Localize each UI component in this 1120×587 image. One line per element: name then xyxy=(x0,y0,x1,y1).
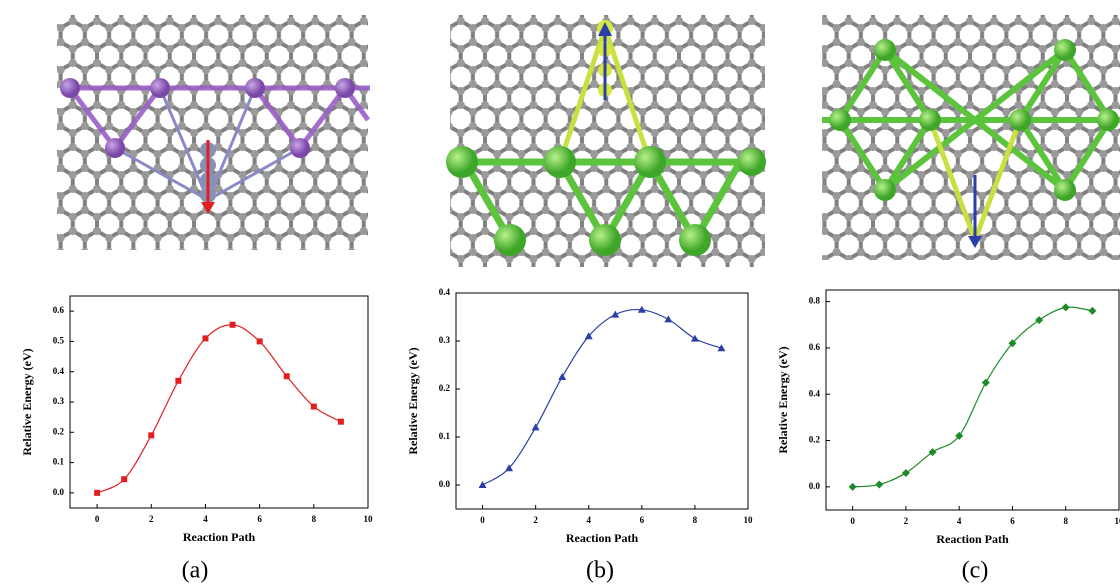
y-tick-label: 0.8 xyxy=(809,296,821,306)
x-tick-label: 0 xyxy=(480,515,485,525)
marker xyxy=(849,483,857,491)
y-tick-label: 0.0 xyxy=(439,479,451,489)
structure-b xyxy=(446,15,766,267)
fit-line xyxy=(97,325,341,493)
x-axis-title: Reaction Path xyxy=(183,530,256,544)
panel-caption: (b) xyxy=(586,558,614,584)
marker xyxy=(148,432,154,438)
marker xyxy=(982,379,990,387)
x-tick-label: 2 xyxy=(149,514,154,524)
y-tick-label: 0.0 xyxy=(809,481,821,491)
marker xyxy=(691,335,699,342)
marker xyxy=(257,338,263,344)
plot-frame xyxy=(456,293,748,509)
x-tick-label: 10 xyxy=(1115,516,1120,526)
y-tick-label: 0.1 xyxy=(53,457,65,467)
panel-caption: (a) xyxy=(182,558,209,584)
marker xyxy=(121,476,127,482)
marker xyxy=(230,322,236,328)
y-tick-label: 0.2 xyxy=(809,435,821,445)
marker xyxy=(611,311,619,318)
marker xyxy=(284,373,290,379)
y-tick-label: 0.2 xyxy=(53,426,65,436)
x-tick-label: 4 xyxy=(957,516,962,526)
marker xyxy=(338,419,344,425)
fit-line xyxy=(483,310,722,485)
plot-frame xyxy=(826,290,1119,510)
x-tick-label: 4 xyxy=(586,515,591,525)
marker xyxy=(1035,316,1043,324)
fit-line xyxy=(853,307,1093,487)
figure: 0 2 4 6 8 10 0.0 0.1 0.2 0.3 0.4 0.5 0.6 Reaction Pat… xyxy=(0,0,1120,587)
marker xyxy=(202,335,208,341)
y-axis-title: Relative Energy (eV) xyxy=(20,348,34,455)
marker xyxy=(175,378,181,384)
y-tick-label: 0.4 xyxy=(439,287,451,297)
y-tick-label: 0.3 xyxy=(53,396,65,406)
y-tick-label: 0.0 xyxy=(53,487,65,497)
marker xyxy=(1062,303,1070,311)
x-axis-title: Reaction Path xyxy=(936,532,1009,546)
structure-a xyxy=(57,15,370,250)
marker xyxy=(664,315,672,322)
y-tick-label: 0.6 xyxy=(809,342,821,352)
y-axis-title: Relative Energy (eV) xyxy=(406,347,420,454)
x-tick-label: 8 xyxy=(693,515,698,525)
y-tick-label: 0.4 xyxy=(53,366,65,376)
x-axis-title: Reaction Path xyxy=(566,531,639,545)
marker xyxy=(558,373,566,380)
x-tick-label: 6 xyxy=(640,515,645,525)
y-tick-label: 0.1 xyxy=(439,431,451,441)
x-tick-label: 0 xyxy=(850,516,855,526)
x-tick-label: 6 xyxy=(1010,516,1015,526)
y-tick-label: 0.6 xyxy=(53,305,65,315)
y-tick-label: 0.2 xyxy=(439,383,451,393)
y-tick-label: 0.3 xyxy=(439,335,451,345)
y-tick-label: 0.4 xyxy=(809,388,821,398)
marker xyxy=(311,404,317,410)
marker xyxy=(1088,307,1096,315)
y-axis-title: Relative Energy (eV) xyxy=(776,346,790,453)
x-tick-label: 0 xyxy=(95,514,100,524)
marker xyxy=(479,481,487,488)
x-tick-label: 8 xyxy=(312,514,317,524)
panel-caption: (c) xyxy=(962,558,989,584)
x-tick-label: 6 xyxy=(257,514,262,524)
x-tick-label: 4 xyxy=(203,514,208,524)
marker xyxy=(94,490,100,496)
y-tick-label: 0.5 xyxy=(53,335,65,345)
x-tick-label: 8 xyxy=(1063,516,1068,526)
x-tick-label: 2 xyxy=(904,516,909,526)
x-tick-label: 10 xyxy=(744,515,754,525)
marker xyxy=(532,423,540,430)
structure-c xyxy=(822,15,1120,260)
x-tick-label: 2 xyxy=(533,515,538,525)
x-tick-label: 10 xyxy=(364,514,374,524)
marker xyxy=(902,469,910,477)
marker xyxy=(875,481,883,489)
